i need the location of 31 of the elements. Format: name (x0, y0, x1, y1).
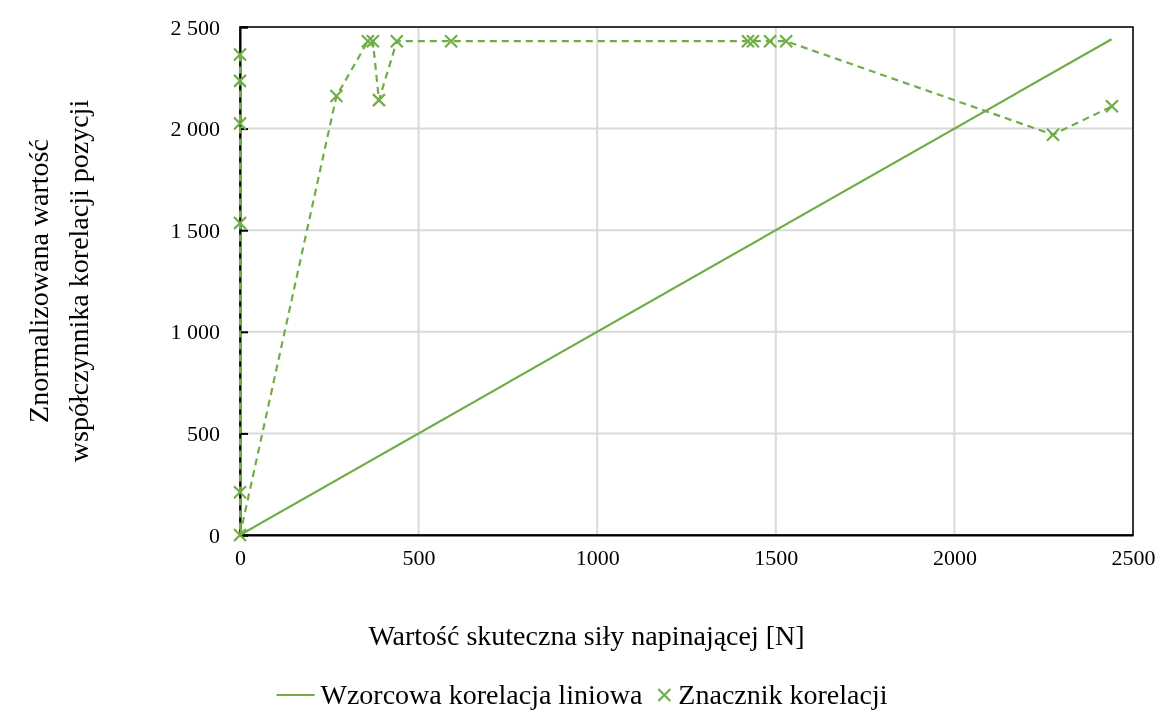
y-tick-label: 500 (187, 420, 220, 446)
point (371, 93, 387, 108)
point (232, 116, 248, 131)
y-tick-label: 2 500 (170, 14, 220, 40)
legend-label: Wzorcowa korelacja liniowa (320, 679, 643, 710)
x-tick-label: 1000 (575, 544, 620, 570)
point (232, 215, 248, 231)
y-tick-label: 0 (209, 522, 220, 548)
point (232, 485, 248, 500)
point (232, 73, 248, 88)
point (740, 34, 756, 49)
x-tick-label: 500 (402, 544, 436, 570)
y-tick-label: 1 000 (170, 319, 220, 345)
y-tick-label: 2 000 (170, 116, 220, 142)
y-tick-label: 1 500 (170, 217, 220, 243)
point (745, 34, 761, 49)
point (1104, 99, 1120, 114)
point (232, 47, 248, 62)
x-tick-label: 2000 (932, 544, 977, 570)
y-axis-title: Znormalizowana wartość współczynnika korelacji pozycji (23, 99, 94, 463)
x-tick-label: 1500 (754, 544, 799, 570)
point (444, 34, 459, 49)
x-axis-title: Wartość skuteczna siły napinającej [N] (368, 620, 805, 651)
point (329, 88, 344, 104)
point (360, 34, 375, 49)
x-tick-label: 2500 (1111, 544, 1156, 570)
point (389, 34, 404, 49)
legend-label: Znacznik korelacji (678, 679, 888, 710)
point (365, 34, 380, 49)
x-tick-label: 0 (235, 544, 246, 570)
point (1045, 127, 1061, 142)
